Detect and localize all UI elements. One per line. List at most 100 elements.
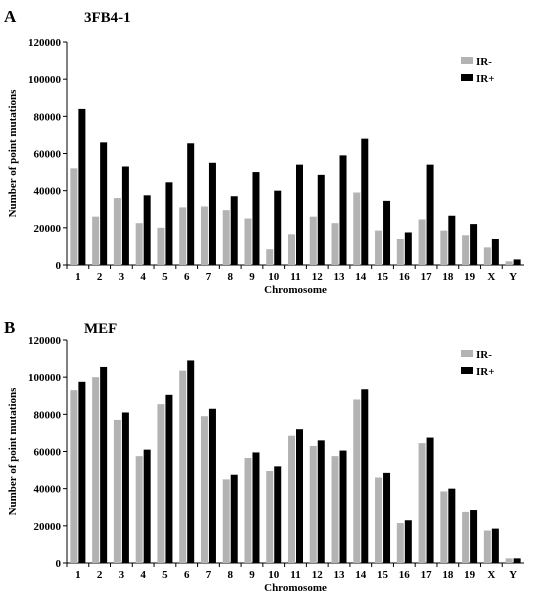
bar-ir-chr-9 bbox=[252, 452, 260, 563]
bar-ir-chr-15 bbox=[383, 200, 391, 265]
legend-label: IR+ bbox=[476, 73, 495, 85]
x-tick-label: 12 bbox=[312, 271, 324, 283]
bar-ir-chr-17 bbox=[426, 437, 434, 563]
bar-ir-chr-3 bbox=[113, 198, 121, 265]
bar-ir-chr-6 bbox=[187, 360, 195, 563]
x-tick-label: 5 bbox=[162, 271, 168, 283]
x-tick-label: 18 bbox=[442, 569, 454, 581]
y-tick-label: 80000 bbox=[34, 111, 62, 123]
bar-ir-chr-x bbox=[491, 528, 499, 563]
x-tick-label: 6 bbox=[184, 271, 190, 283]
bar-ir-chr-2 bbox=[92, 377, 100, 563]
bar-ir-chr-5 bbox=[157, 404, 165, 563]
chart-title: 3FB4-1 bbox=[84, 10, 131, 26]
bar-ir-chr-4 bbox=[143, 195, 151, 265]
bar-ir-chr-14 bbox=[353, 192, 361, 265]
x-tick-label: Y bbox=[509, 569, 517, 581]
bar-ir-chr-13 bbox=[339, 155, 347, 265]
bar-ir-chr-18 bbox=[440, 491, 448, 563]
x-tick-label: 3 bbox=[119, 569, 125, 581]
y-tick-label: 40000 bbox=[34, 484, 62, 496]
bar-ir-chr-3 bbox=[121, 166, 129, 265]
legend-swatch bbox=[461, 57, 473, 64]
y-tick-label: 120000 bbox=[28, 37, 62, 49]
bar-ir-chr-13 bbox=[331, 223, 339, 265]
x-tick-label: 13 bbox=[334, 569, 346, 581]
bar-ir-chr-6 bbox=[179, 207, 187, 265]
bar-ir-chr-x bbox=[491, 238, 499, 265]
bar-ir-chr-y bbox=[513, 259, 521, 265]
y-tick-label: 40000 bbox=[34, 186, 62, 198]
bar-ir-chr-19 bbox=[470, 510, 478, 563]
bar-ir-chr-10 bbox=[274, 190, 282, 265]
x-tick-label: 14 bbox=[355, 569, 367, 581]
x-tick-label: 16 bbox=[399, 271, 411, 283]
bar-ir-chr-1 bbox=[78, 381, 86, 563]
x-axis-label: Chromosome bbox=[264, 582, 327, 594]
bar-ir-chr-13 bbox=[339, 450, 347, 563]
bar-ir-chr-10 bbox=[274, 466, 282, 563]
bar-ir-chr-10 bbox=[266, 249, 274, 265]
bar-ir-chr-9 bbox=[244, 458, 252, 563]
bar-ir-chr-17 bbox=[418, 443, 426, 563]
bar-ir-chr-16 bbox=[396, 238, 404, 265]
x-tick-label: 13 bbox=[334, 271, 346, 283]
legend-swatch bbox=[461, 367, 473, 374]
chart-panel-a: A 3FB4-1 0 20000 40000 60000 80000 100000 120000… bbox=[4, 7, 524, 296]
bar-ir-chr-1 bbox=[78, 108, 86, 266]
bar-ir-chr-2 bbox=[92, 216, 100, 265]
bar-ir-chr-9 bbox=[252, 172, 260, 265]
bar-ir-chr-18 bbox=[448, 488, 456, 563]
y-tick-label: 100000 bbox=[28, 372, 62, 384]
x-tick-label: 3 bbox=[119, 271, 125, 283]
bar-ir-chr-8 bbox=[222, 479, 230, 563]
bar-ir-chr-19 bbox=[462, 511, 470, 563]
x-tick-label: 7 bbox=[206, 271, 212, 283]
legend-swatch bbox=[461, 74, 473, 81]
bar-ir-chr-6 bbox=[187, 143, 195, 265]
y-tick-label: 60000 bbox=[34, 149, 62, 161]
bar-ir-chr-5 bbox=[165, 394, 173, 563]
bar-ir-chr-1 bbox=[70, 390, 78, 563]
bar-ir-chr-10 bbox=[266, 471, 274, 563]
bar-ir-chr-16 bbox=[396, 523, 404, 563]
bar-ir-chr-14 bbox=[361, 138, 369, 265]
x-tick-label: 15 bbox=[377, 569, 389, 581]
bar-ir-chr-x bbox=[483, 530, 491, 563]
y-tick-label: 20000 bbox=[34, 521, 62, 533]
bar-ir-chr-15 bbox=[375, 230, 383, 265]
x-tick-label: 2 bbox=[97, 569, 103, 581]
bar-ir-chr-16 bbox=[404, 232, 412, 265]
bar-ir-chr-x bbox=[483, 247, 491, 265]
panel-label: A bbox=[4, 7, 17, 26]
x-tick-label: 19 bbox=[464, 569, 476, 581]
bar-ir-chr-5 bbox=[157, 227, 165, 265]
y-tick-label: 0 bbox=[56, 558, 62, 570]
y-tick-label: 0 bbox=[56, 260, 62, 272]
bar-ir-chr-7 bbox=[200, 416, 208, 563]
bar-ir-chr-4 bbox=[135, 223, 143, 265]
x-tick-label: 7 bbox=[206, 569, 212, 581]
legend-swatch bbox=[461, 350, 473, 357]
x-tick-label: X bbox=[487, 569, 495, 581]
x-tick-label: 2 bbox=[97, 271, 103, 283]
y-tick-label: 100000 bbox=[28, 74, 62, 86]
y-axis-label: Number of point mutations bbox=[7, 89, 19, 218]
x-tick-label: 19 bbox=[464, 271, 476, 283]
bar-ir-chr-4 bbox=[135, 456, 143, 563]
bar-ir-chr-12 bbox=[309, 445, 317, 563]
legend-label: IR- bbox=[476, 349, 492, 361]
bar-ir-chr-16 bbox=[404, 520, 412, 563]
bar-ir-chr-17 bbox=[426, 164, 434, 265]
bar-ir-chr-15 bbox=[375, 477, 383, 563]
bar-ir-chr-8 bbox=[230, 196, 238, 265]
legend-label: IR+ bbox=[476, 366, 495, 378]
x-tick-label: 17 bbox=[421, 569, 433, 581]
bar-ir-chr-12 bbox=[309, 216, 317, 265]
panel-label: B bbox=[4, 318, 15, 337]
y-axis-label: Number of point mutations bbox=[7, 387, 19, 516]
x-tick-label: 8 bbox=[227, 271, 233, 283]
bar-ir-chr-12 bbox=[317, 440, 325, 563]
bar-ir-chr-18 bbox=[448, 215, 456, 265]
